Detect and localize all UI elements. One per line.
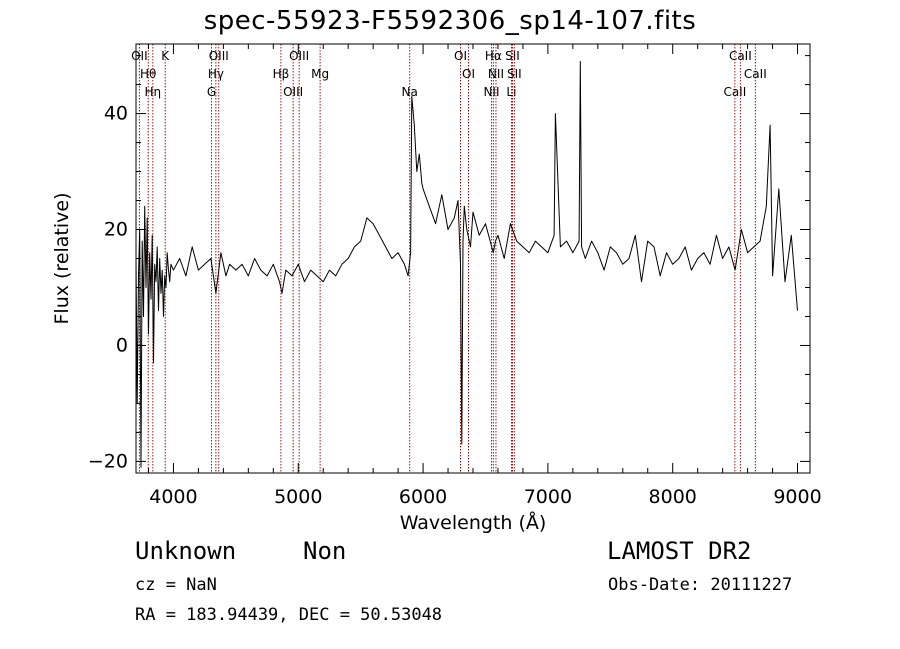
line-marker-label: OI bbox=[462, 67, 475, 81]
axes-group bbox=[135, 43, 811, 474]
class-label: Unknown bbox=[135, 537, 237, 565]
line-marker-label: OIII bbox=[209, 49, 229, 63]
coordinates-label: RA = 183.94439, DEC = 50.53048 bbox=[135, 605, 443, 625]
y-tick-label: −20 bbox=[88, 450, 128, 472]
y-axis-label: Flux (relative) bbox=[51, 192, 73, 324]
x-tick-label: 4000 bbox=[149, 486, 197, 508]
line-marker-label: SII bbox=[505, 49, 520, 63]
chart-title: spec-55923-F5592306_sp14-107.fits bbox=[203, 6, 697, 36]
line-marker-label: NII bbox=[488, 67, 504, 81]
line-marker-label: Hα bbox=[485, 49, 502, 63]
line-marker-label: CaII bbox=[723, 85, 746, 99]
x-tick-label: 5000 bbox=[274, 486, 322, 508]
spectrum-line bbox=[135, 60, 798, 468]
line-marker-label: Hη bbox=[145, 85, 162, 99]
line-marker-label: SII bbox=[507, 67, 522, 81]
x-axis-label: Wavelength (Å) bbox=[400, 511, 547, 534]
spectrum-series-group bbox=[135, 60, 798, 468]
line-marker-label: Hγ bbox=[208, 67, 224, 81]
x-tick-label: 9000 bbox=[773, 486, 821, 508]
line-marker-label: OIII bbox=[283, 85, 303, 99]
line-marker-label: Hβ bbox=[273, 67, 290, 81]
line-marker-label: Na bbox=[402, 85, 418, 99]
redshift-label: cz = NaN bbox=[135, 575, 217, 595]
line-marker-label: Hθ bbox=[140, 67, 156, 81]
obs-date-label: Obs-Date: 20111227 bbox=[608, 575, 793, 595]
survey-label: LAMOST DR2 bbox=[607, 537, 752, 565]
line-marker-label: K bbox=[161, 49, 170, 63]
y-tick-label: 20 bbox=[104, 219, 128, 241]
y-tick-label: 0 bbox=[116, 334, 128, 356]
x-tick-label: 7000 bbox=[524, 486, 572, 508]
line-marker-label: OI bbox=[454, 49, 467, 63]
axis-labels-group: 4000 5000 6000 7000 8000 9000 −20 0 20 40 Waveleng… bbox=[51, 103, 822, 534]
subclass-label: Non bbox=[303, 537, 347, 565]
plot-frame bbox=[135, 43, 811, 474]
line-markers-group: OIIHθHηKHγGOIIIHβOIIIOIIIMgNaOIOINIIHαNI… bbox=[131, 44, 767, 473]
x-tick-label: 6000 bbox=[399, 486, 447, 508]
line-marker-label: NII bbox=[483, 85, 499, 99]
line-marker-label: CaII bbox=[729, 49, 752, 63]
y-tick-label: 40 bbox=[104, 103, 128, 125]
line-marker-label: OIII bbox=[289, 49, 309, 63]
line-marker-label: Li bbox=[506, 85, 516, 99]
x-tick-label: 8000 bbox=[649, 486, 697, 508]
line-marker-label: Mg bbox=[311, 67, 329, 81]
line-marker-label: CaII bbox=[744, 67, 767, 81]
line-marker-label: G bbox=[207, 85, 216, 99]
